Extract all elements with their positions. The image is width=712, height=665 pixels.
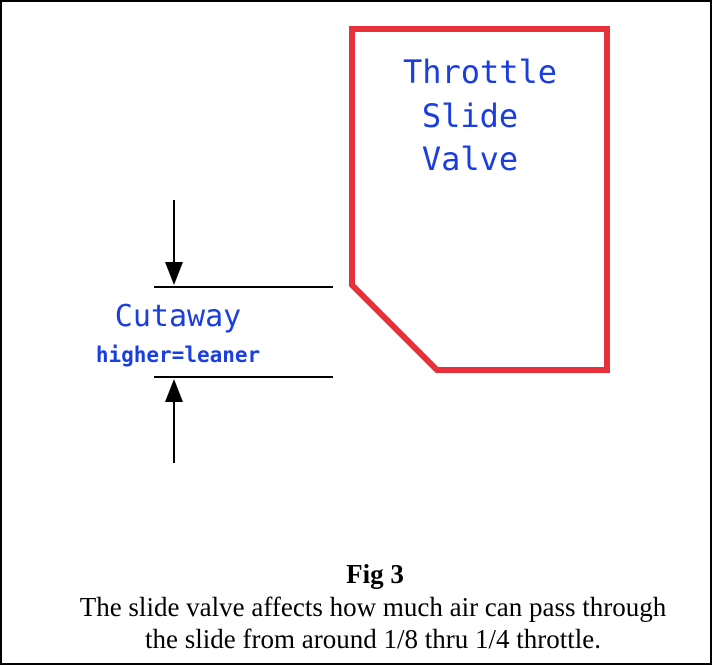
caption: the slide from around 1/8 thru 1/4 throt… [145,624,601,654]
caption: The slide valve affects how much air can… [80,592,667,622]
arrow-head [165,379,183,402]
cutaway-note: higher=leaner [96,343,260,367]
dimension [154,200,333,463]
arrow-head [165,262,183,285]
slide-label: Slide [422,97,518,135]
slide-outline [349,26,610,373]
slide-label: Throttle [403,53,557,91]
slide-label: Valve [422,140,518,178]
figure-title: Fig 3 [346,559,404,589]
cutaway-label: Cutaway [115,299,241,334]
